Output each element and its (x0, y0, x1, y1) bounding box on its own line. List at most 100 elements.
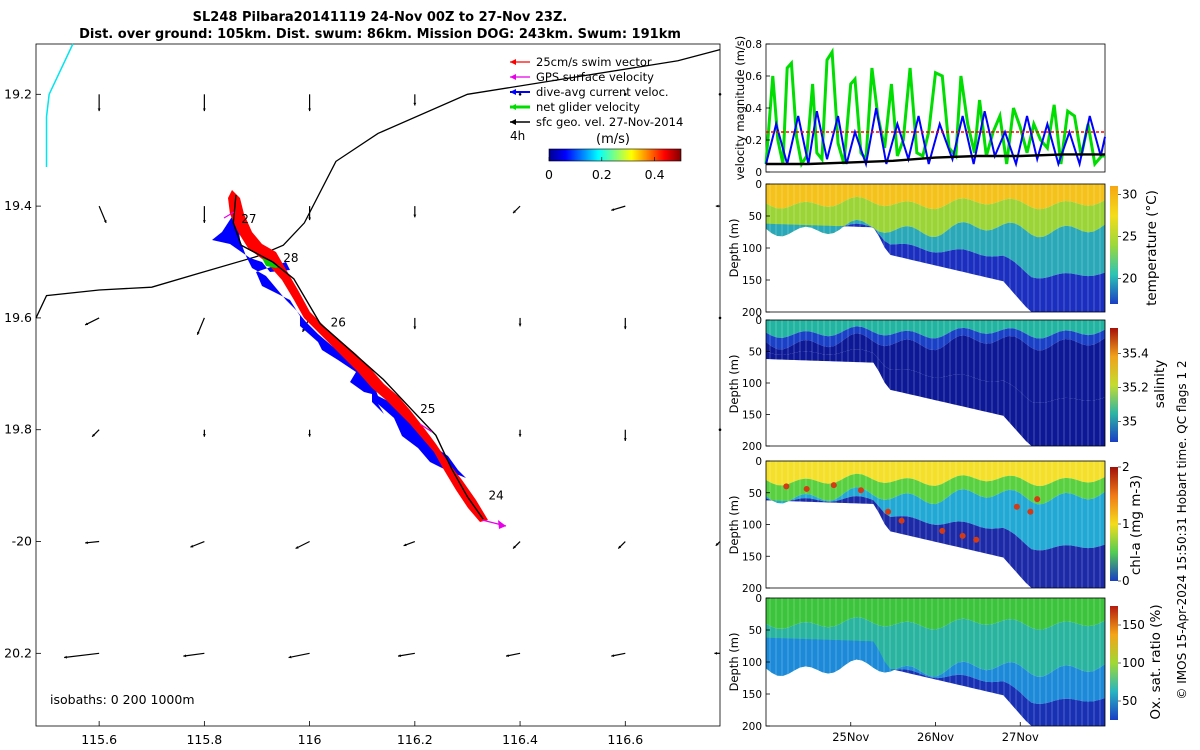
geo-vector-head (85, 541, 88, 545)
temperature-panel: 0 50 100 150 200 Depth (m) 20 25 30 temperatur… (727, 179, 1160, 319)
geo-vector-head (611, 654, 615, 658)
geo-vector-head (513, 210, 516, 214)
day-label: 24 (488, 489, 503, 503)
x-tick-label: 116.6 (607, 732, 643, 747)
chla-ylabel: Depth (m) (727, 496, 741, 555)
speed-colorbar (548, 148, 682, 162)
chla-max-dot (898, 517, 905, 524)
chla-max-dot (857, 487, 864, 494)
y-tick-label: 0.6 (745, 71, 762, 83)
velocity-ylabel: velocity magnitude (m/s) (733, 36, 747, 181)
oxygen-y-ticks: 0 50 100 150 200 (742, 593, 770, 733)
y-tick-label: 19.6 (4, 310, 32, 325)
velocity-series (764, 47, 1106, 169)
geo-vector-head (623, 438, 627, 441)
temperature-colorbar-ticks: 20 25 30 (1118, 187, 1137, 286)
section-texture (766, 320, 1105, 446)
geo-vector-head (518, 323, 522, 327)
isobath-line (35, 48, 721, 319)
gps-arrow-head (498, 520, 506, 529)
geo-vector-head (295, 546, 299, 549)
oxygen-colorbar (1110, 606, 1118, 720)
gps-velocity-arrows (223, 211, 507, 529)
day-label: 25 (420, 402, 435, 416)
y-tick-label: 19.8 (4, 422, 32, 437)
colorbar-tick-label: 20 (1122, 272, 1137, 286)
y-tick-label: 0 (755, 167, 762, 179)
chla-max-dot (783, 483, 790, 490)
title-line-1: SL248 Pilbara20141119 24-Nov 00Z to 27-N… (192, 10, 568, 25)
chla-y-ticks: 0 50 100 150 200 (742, 456, 770, 595)
colorbar-unit-label: (m/s) (596, 132, 630, 147)
geo-vector (718, 93, 722, 96)
legend-swim: 25cm/s swim vector (536, 55, 652, 69)
temperature-section (766, 184, 1105, 312)
y-tick-label: 0.8 (745, 39, 762, 51)
y-tick-label: 200 (742, 721, 762, 733)
geo-vector-head (92, 433, 96, 437)
salinity-ylabel: Depth (m) (727, 355, 741, 414)
speed-colorbar-ticks: 0 0.2 0.4 (545, 157, 665, 182)
geo-vector-head (506, 654, 509, 658)
y-tick-label: 50 (749, 488, 762, 500)
velocity-series-geo (766, 153, 1105, 166)
salinity-colorbar-ticks: 35 35.2 35.4 (1118, 347, 1149, 429)
glider-vector-band (212, 190, 488, 522)
glider-track (232, 194, 484, 520)
colorbar-tick-label: 0 (545, 167, 553, 182)
geo-vector-head (308, 108, 312, 112)
temperature-y-ticks: 0 50 100 150 200 (742, 179, 770, 319)
geo-vector-head (398, 654, 401, 658)
geo-vector-field (64, 93, 722, 659)
geo-vector-head (64, 655, 67, 659)
day-label: 28 (283, 251, 298, 265)
y-tick-label: 200 (742, 441, 762, 453)
chla-max-dot (1027, 508, 1034, 515)
x-tick-label: 115.6 (81, 732, 117, 747)
y-tick-label: 20.2 (4, 645, 32, 660)
temperature-colorbar (1110, 186, 1118, 304)
map-y-ticks: 19.2 19.4 19.6 19.8 -20 20.2 (4, 86, 41, 660)
y-tick-label: 0 (755, 315, 762, 327)
chla-max-dot (939, 527, 946, 534)
geo-vector-head (715, 542, 719, 546)
velocity-y-ticks: 0 0.2 0.4 0.6 0.8 (745, 39, 770, 179)
geo-vector-head (302, 328, 306, 332)
colorbar-tick-label: 0.2 (592, 167, 612, 182)
geo-vector-head (413, 102, 417, 106)
title-line-2: Dist. over ground: 105km. Dist. swum: 86… (79, 27, 681, 42)
day-label: 26 (331, 315, 346, 329)
geo-vector-head (611, 208, 615, 211)
y-tick-label: 150 (742, 275, 762, 287)
chla-colorbar-ticks: 0 1 2 (1118, 460, 1130, 588)
velocity-panel: 0 0.2 0.4 0.6 0.8 velocity magnitude (m/s) (733, 36, 1106, 181)
y-tick-label: 50 (749, 211, 762, 223)
y-tick-label: -20 (12, 534, 32, 549)
y-tick-label: 0 (755, 456, 762, 468)
section-texture (766, 598, 1105, 726)
colorbar-tick-label: 1 (1122, 517, 1130, 531)
geo-vector-head (308, 434, 312, 437)
day-labels: 27 28 26 25 24 (241, 212, 504, 503)
chla-max-dot (885, 508, 892, 515)
y-tick-label: 50 (749, 625, 762, 637)
x-tick-label: 25Nov (832, 730, 869, 744)
temperature-cbar-label: temperature (°C) (1144, 190, 1160, 306)
day-label: 27 (241, 212, 256, 226)
colorbar-tick-label: 0.4 (645, 167, 665, 182)
geo-vector (397, 652, 415, 657)
salinity-colorbar (1110, 328, 1118, 442)
legend-current-icon (510, 89, 516, 95)
x-tick-label: 116.2 (397, 732, 433, 747)
geo-vector-head (403, 543, 407, 547)
geo-vector (718, 428, 722, 432)
y-tick-label: 0 (755, 179, 762, 191)
geo-vector-head (85, 322, 89, 326)
legend-swim-icon (510, 59, 516, 65)
colorbar-tick-label: 100 (1122, 656, 1145, 670)
salinity-panel: 0 50 100 150 200 Depth (m) 35 35.2 35.4 salini… (727, 315, 1168, 453)
geo-vector-head (413, 326, 417, 330)
colorbar-tick-label: 35.4 (1122, 347, 1149, 361)
